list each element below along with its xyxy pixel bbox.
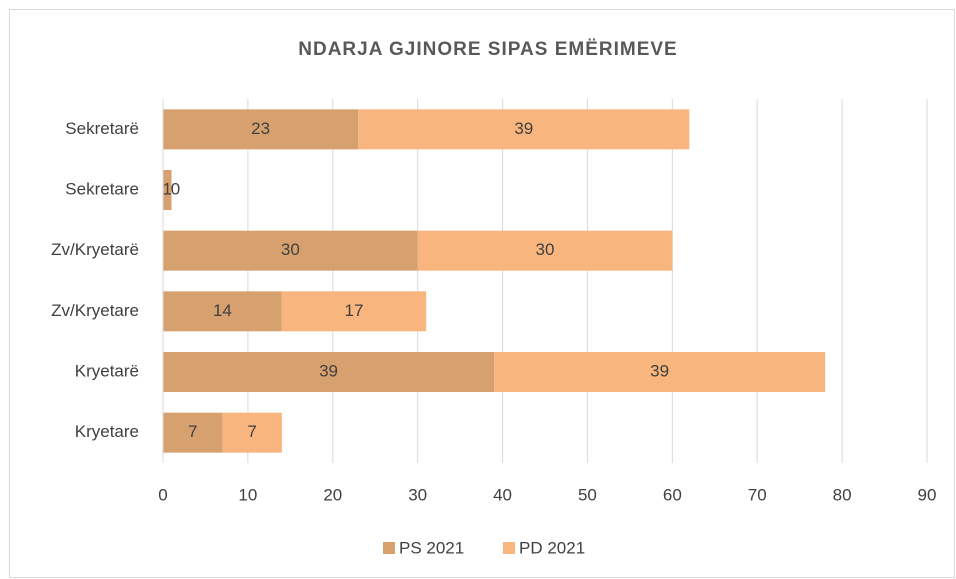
data-label: 14 [213,301,232,320]
legend-swatch [383,542,395,554]
bar-segment [163,109,359,150]
data-label: 23 [251,119,270,138]
data-label: 39 [319,361,338,380]
bar-segment [163,291,282,332]
y-tick-label: Kryetare [75,422,139,441]
bar-segment [163,170,172,210]
bar-segment [494,352,826,392]
x-tick-label: 80 [833,485,852,504]
y-tick-label: Kryetarë [75,361,139,380]
x-tick-label: 70 [748,485,767,504]
x-tick-label: 90 [918,485,937,504]
chart-title: NDARJA GJINORE SIPAS EMËRIMEVE [298,39,677,60]
data-label: 30 [536,240,555,259]
y-tick-label: Zv/Kryetare [51,301,139,320]
data-label: 0 [171,179,180,198]
bar-segment [163,230,418,271]
x-tick-label: 20 [323,485,342,504]
x-tick-label: 40 [493,485,512,504]
chart-frame [9,9,955,578]
bar-segment [163,412,223,453]
bar-segment [358,109,690,150]
legend-label: PS 2021 [399,538,464,557]
x-tick-label: 10 [238,485,257,504]
data-label: 7 [188,422,197,441]
x-tick-label: 30 [408,485,427,504]
x-tick-label: 50 [578,485,597,504]
data-label: 39 [514,119,533,138]
data-label: 39 [650,361,669,380]
y-tick-label: Zv/Kryetarë [51,240,139,259]
legend-swatch [503,542,515,554]
legend-label: PD 2021 [519,538,585,557]
bar-segment [417,230,673,271]
y-tick-label: Sekretarë [65,119,139,138]
bar-segment [163,352,495,392]
data-label: 30 [281,240,300,259]
bar-segment [222,412,282,453]
data-label: 1 [163,179,172,198]
data-label: 7 [247,422,256,441]
data-label: 17 [345,301,364,320]
x-tick-label: 60 [663,485,682,504]
y-tick-label: Sekretare [65,179,139,198]
bar-segment [281,291,427,332]
x-tick-label: 0 [158,485,167,504]
